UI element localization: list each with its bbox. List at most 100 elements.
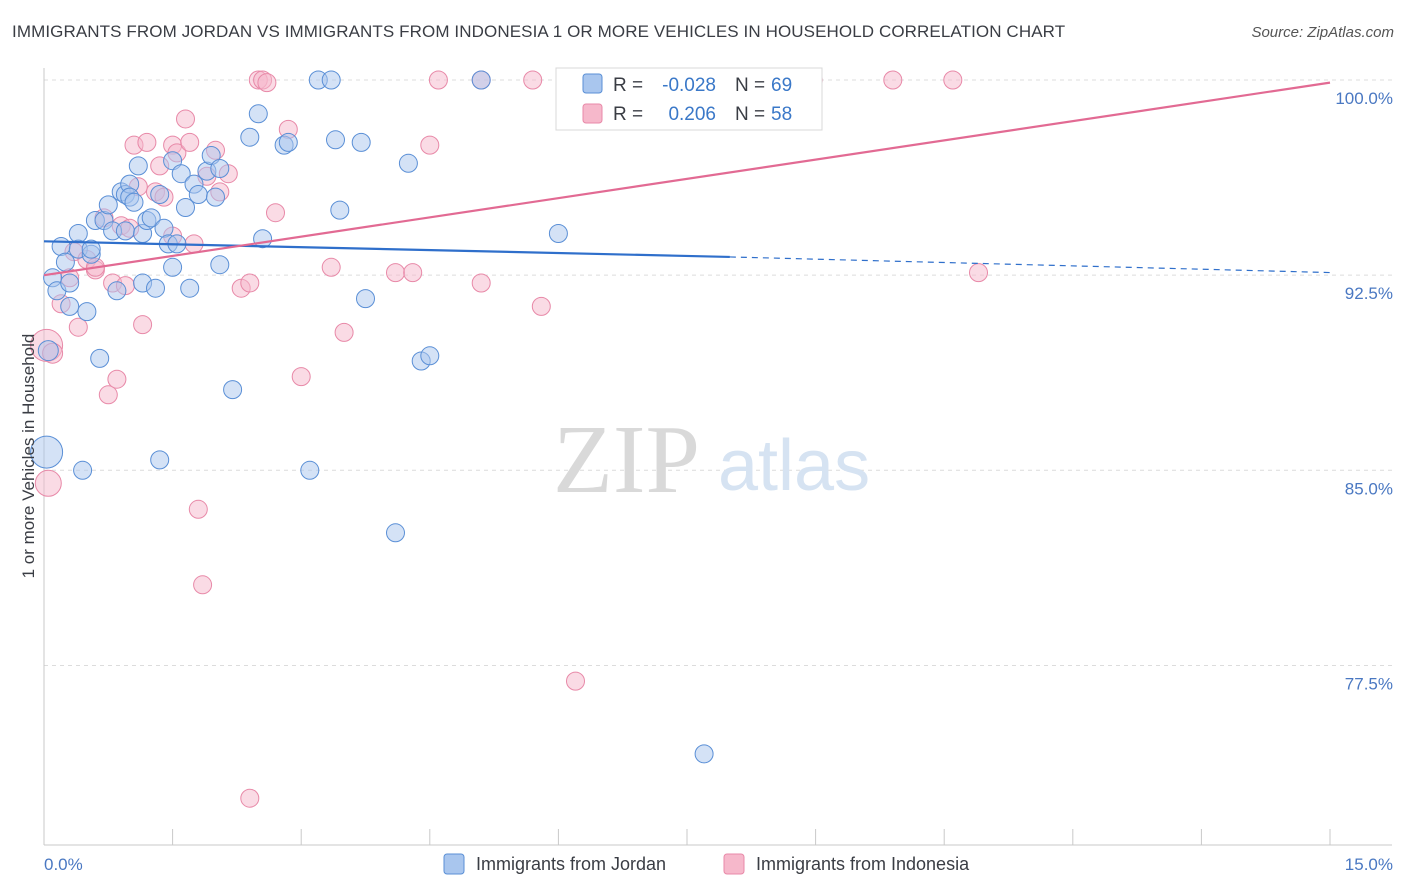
jordan-point-39 <box>171 164 191 184</box>
y-tick-labels: 100.0% 92.5% 85.0% 77.5% <box>1335 89 1393 693</box>
indonesia-point-55 <box>566 671 585 691</box>
indonesia-point-38 <box>240 788 260 808</box>
x-tick-label-1: 15.0% <box>1345 855 1393 874</box>
jordan-point-48 <box>210 255 230 275</box>
jordan-point-46 <box>206 187 225 207</box>
jordan-trend-extension <box>729 256 1331 274</box>
y-axis-label: 1 or more Vehicles in Household <box>19 334 38 579</box>
indonesia-point-13 <box>107 369 127 389</box>
jordan-point-58 <box>326 130 345 150</box>
indonesia-point-44 <box>291 367 311 387</box>
jordan-point-11 <box>77 302 97 322</box>
jordan-point-54 <box>278 132 298 152</box>
indonesia-point-52 <box>471 273 491 293</box>
stats-jordan-swatch <box>582 73 603 94</box>
jordan-point-32 <box>150 185 170 204</box>
jordan-point-50 <box>240 127 260 147</box>
watermark-zip: ZIP <box>553 406 700 514</box>
source-label: Source: ZipAtlas.com <box>1251 24 1394 41</box>
jordan-point-67 <box>548 224 568 243</box>
indonesia-point-54 <box>531 296 551 316</box>
jordan-point-1 <box>37 340 59 362</box>
indonesia-point-37 <box>240 273 260 293</box>
jordan-point-61 <box>356 289 375 309</box>
stats-jordan-n-value: 69 <box>771 75 792 96</box>
jordan-point-66 <box>471 70 491 90</box>
jordan-point-4 <box>51 237 71 256</box>
indonesia-point-48 <box>403 263 423 283</box>
indonesia-point-27 <box>176 109 195 129</box>
jordan-point-65 <box>420 346 440 366</box>
indonesia-point-11 <box>98 385 118 405</box>
chart-title: IMMIGRANTS FROM JORDAN VS IMMIGRANTS FRO… <box>12 22 1066 41</box>
legend-jordan-swatch <box>443 853 465 875</box>
stats-jordan-n-label: N = <box>735 75 765 96</box>
jordan-point-34 <box>154 218 174 238</box>
stats-indonesia-r-label: R = <box>613 104 643 125</box>
watermark-atlas: atlas <box>718 426 870 506</box>
stats-box: R = -0.028 N = 69 R = 0.206 N = 58 <box>555 67 823 131</box>
jordan-point-68 <box>694 744 714 764</box>
jordan-point-62 <box>386 523 405 543</box>
jordan-point-25 <box>124 192 144 212</box>
jordan-point-49 <box>223 380 243 400</box>
jordan-point-41 <box>180 278 200 298</box>
jordan-point-52 <box>253 229 273 249</box>
jordan-point-15 <box>90 348 110 368</box>
indonesia-point-58 <box>943 70 963 90</box>
jordan-point-37 <box>163 257 183 277</box>
legend: Immigrants from Jordan Immigrants from I… <box>443 853 970 875</box>
jordan-point-19 <box>107 281 127 301</box>
legend-indonesia-swatch <box>723 853 745 875</box>
stats-indonesia-swatch <box>582 103 603 124</box>
indonesia-point-57 <box>883 70 903 90</box>
indonesia-trend-line <box>43 81 1331 277</box>
indonesia-point-41 <box>257 73 277 93</box>
jordan-point-63 <box>398 153 418 173</box>
indonesia-point-49 <box>420 135 440 155</box>
jordan-trend-line <box>43 240 730 259</box>
jordan-point-33 <box>150 450 170 470</box>
indonesia-point-1 <box>34 469 62 497</box>
jordan-point-51 <box>248 104 268 124</box>
indonesia-point-30 <box>188 499 208 519</box>
indonesia-point-59 <box>969 263 988 283</box>
stats-jordan-r-value: -0.028 <box>662 75 716 96</box>
y-tick-label-1: 92.5% <box>1345 284 1393 303</box>
trend-lines <box>43 81 1331 277</box>
jordan-point-43 <box>188 185 208 204</box>
jordan-point-21 <box>115 221 135 241</box>
watermark: ZIP atlas <box>553 406 870 514</box>
jordan-point-60 <box>351 132 371 152</box>
series-jordan-points <box>30 70 714 764</box>
indonesia-point-53 <box>523 70 543 90</box>
indonesia-point-45 <box>321 257 341 277</box>
y-tick-label-0: 100.0% <box>1335 89 1393 108</box>
grid <box>44 79 1392 666</box>
jordan-point-0 <box>30 435 64 469</box>
jordan-point-57 <box>321 70 341 90</box>
indonesia-point-20 <box>137 132 157 152</box>
jordan-point-13 <box>81 239 101 259</box>
jordan-point-31 <box>146 278 165 298</box>
legend-jordan-label: Immigrants from Jordan <box>476 854 666 874</box>
x-tick-labels: 0.0% 15.0% <box>44 855 1393 874</box>
jordan-point-17 <box>98 195 118 215</box>
legend-indonesia-label: Immigrants from Indonesia <box>756 854 970 874</box>
indonesia-point-31 <box>193 575 213 595</box>
stats-indonesia-r-value: 0.206 <box>668 104 716 125</box>
jordan-point-7 <box>60 273 80 293</box>
stats-jordan-r-label: R = <box>613 75 643 96</box>
indonesia-point-19 <box>133 315 153 335</box>
y-tick-label-2: 85.0% <box>1345 479 1393 498</box>
y-tick-label-3: 77.5% <box>1345 674 1393 693</box>
indonesia-point-28 <box>180 132 200 152</box>
jordan-point-6 <box>60 296 80 316</box>
indonesia-point-6 <box>68 317 88 337</box>
indonesia-point-46 <box>334 322 354 342</box>
stats-indonesia-n-value: 58 <box>771 104 792 125</box>
indonesia-point-47 <box>386 263 405 283</box>
jordan-point-59 <box>330 200 350 220</box>
indonesia-point-50 <box>428 70 448 90</box>
